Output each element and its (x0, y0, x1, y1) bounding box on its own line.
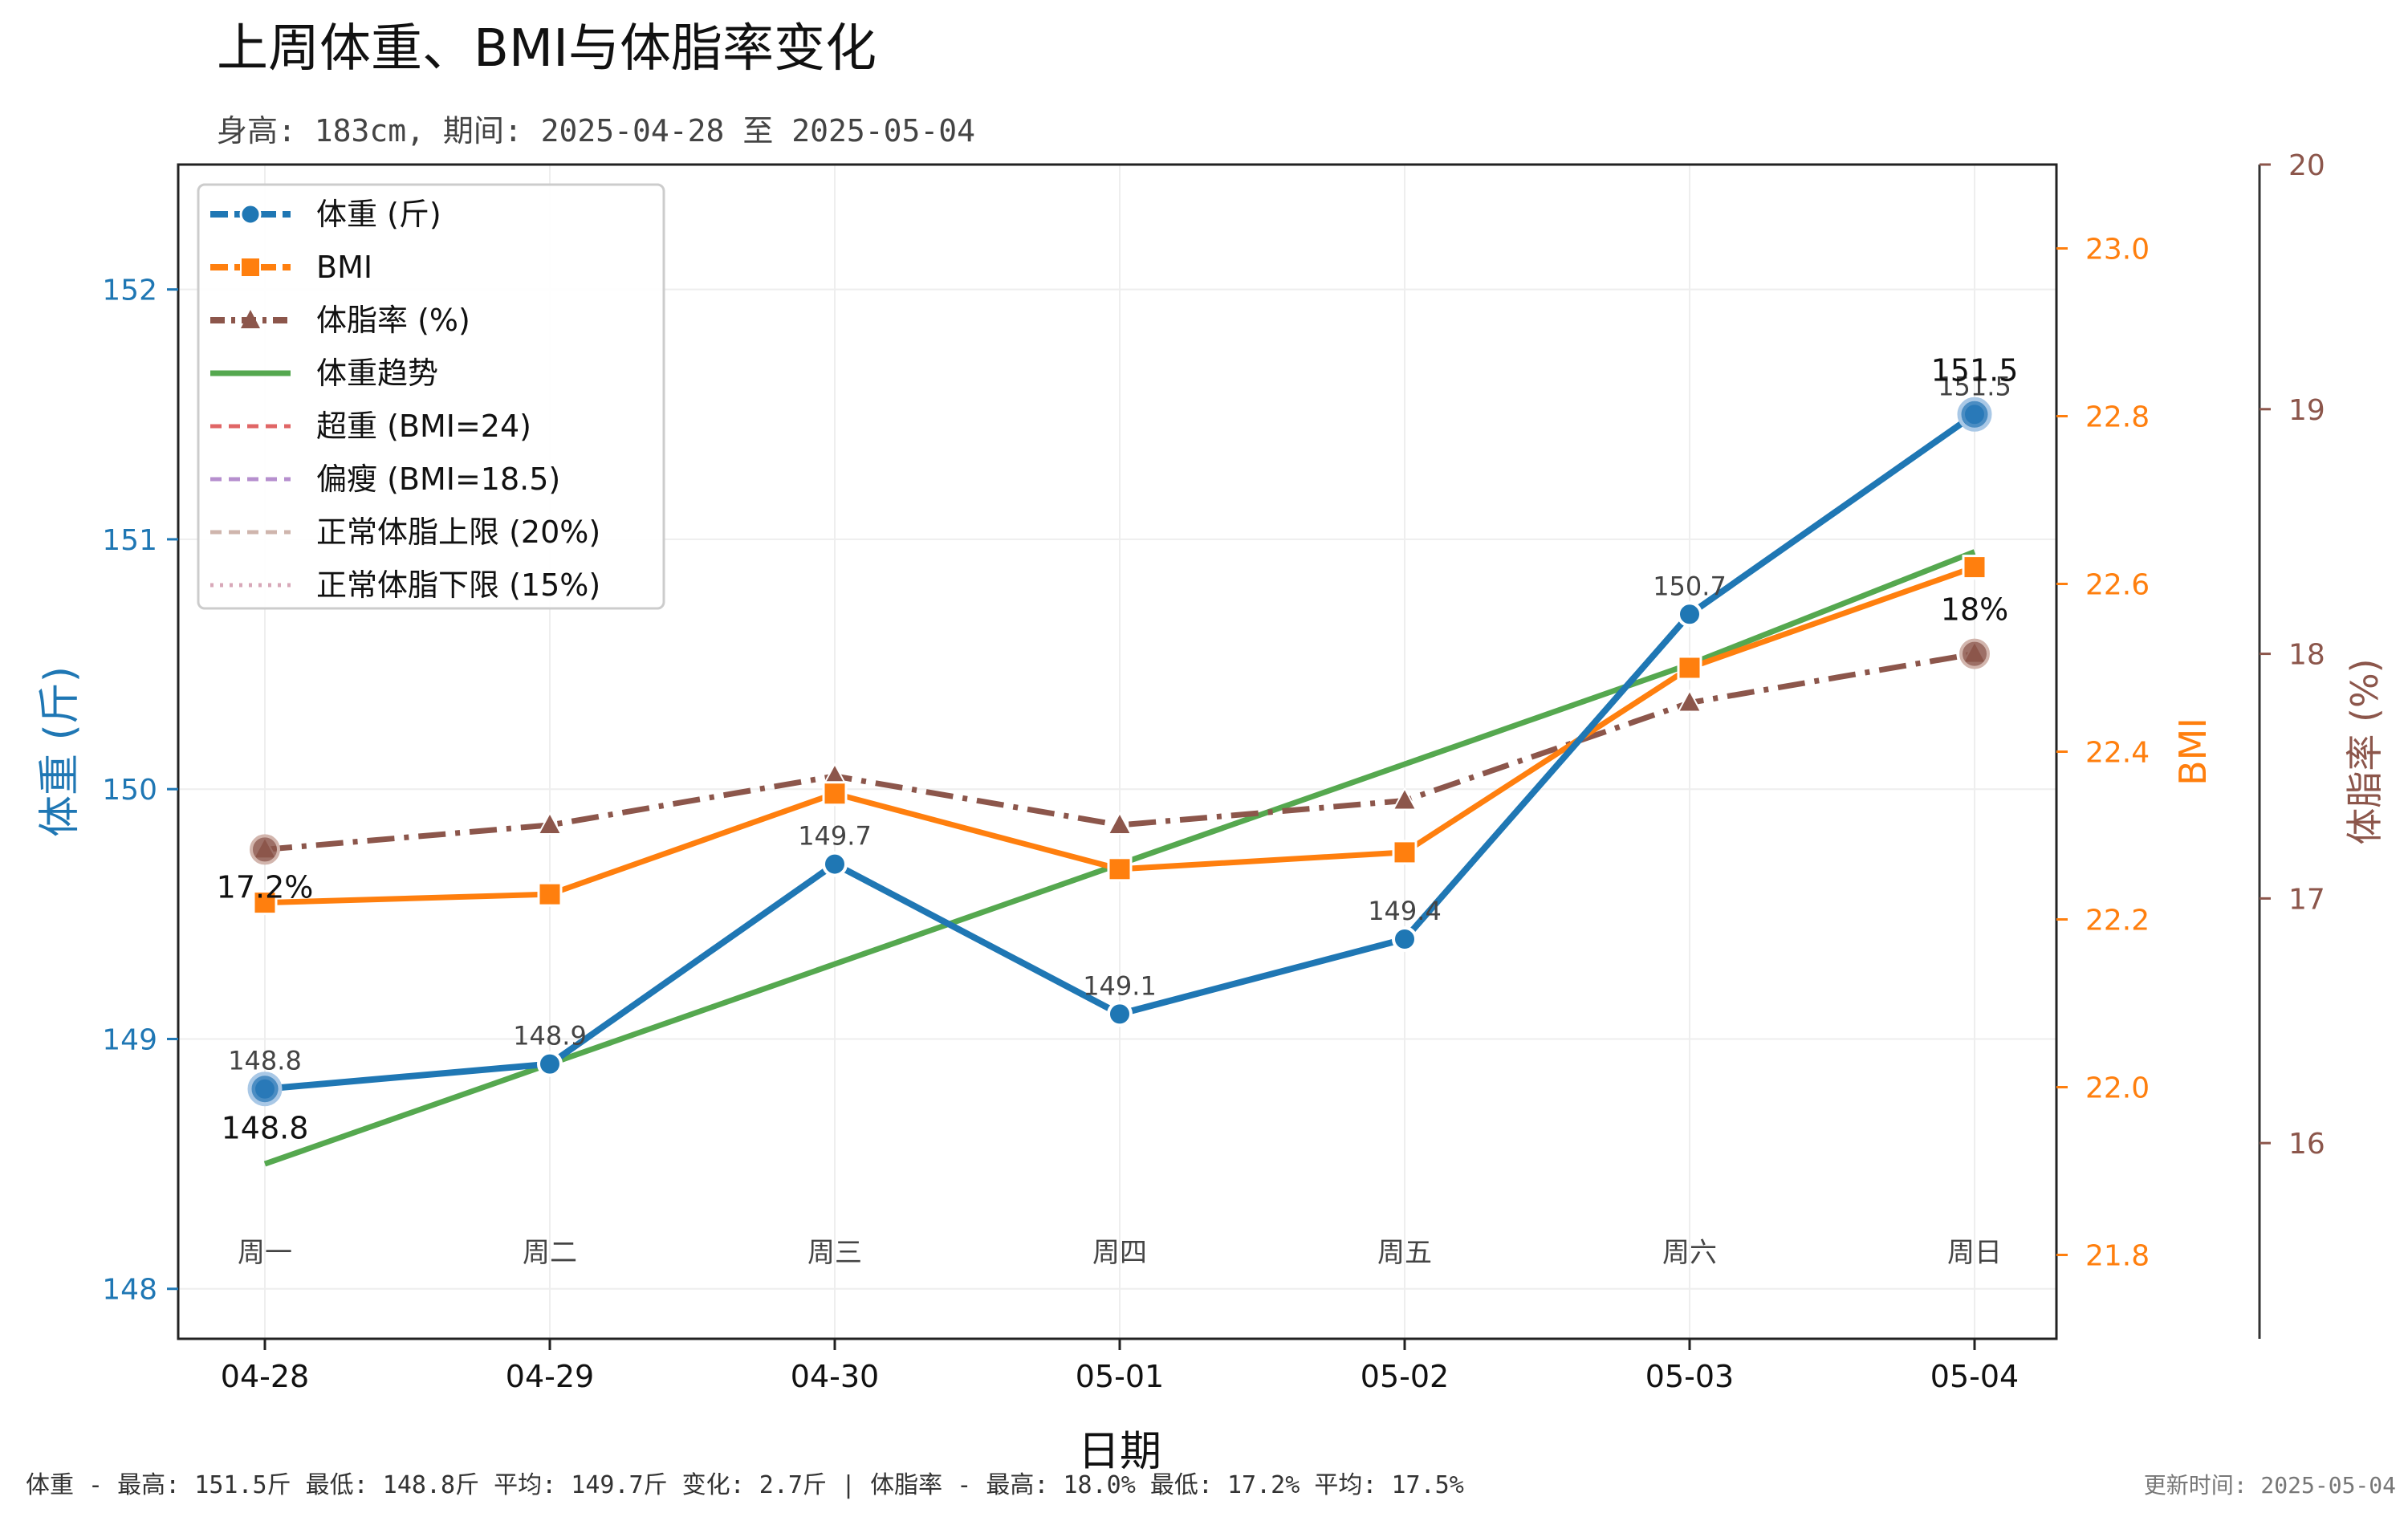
fat-tick-label: 18 (2288, 639, 2325, 672)
bmi-point (1392, 840, 1418, 865)
fat-tick-label: 16 (2288, 1128, 2325, 1161)
weight-extreme-highlight (1957, 397, 1992, 432)
weight-min-annotation: 148.8 (222, 1111, 309, 1146)
legend-entry: 体重 (斤) (316, 197, 441, 232)
bmi-point (537, 881, 563, 907)
weight-tick-label: 148 (102, 1274, 157, 1307)
fat-point (537, 811, 563, 835)
weight-extreme-highlight (247, 1072, 283, 1107)
bmi-point (1677, 655, 1702, 681)
legend-entry: 正常体脂上限 (20%) (316, 514, 600, 550)
bmi-point (252, 890, 278, 916)
bmi-tick-label: 22.8 (2085, 401, 2150, 434)
weight-point (1677, 601, 1702, 628)
weight-data-label: 149.4 (1368, 896, 1442, 926)
legend-entry: 正常体脂下限 (15%) (316, 567, 600, 603)
weight-tick-label: 152 (102, 275, 157, 307)
x-tick-label: 05-02 (1361, 1359, 1449, 1394)
weight-point (1392, 925, 1418, 952)
weight-point (537, 1051, 563, 1077)
weekday-label: 周四 (1092, 1237, 1147, 1269)
weight-tick-label: 150 (102, 774, 157, 807)
legend-marker (240, 257, 261, 278)
bmi-point (1962, 555, 1987, 580)
weight-data-label: 150.7 (1653, 571, 1727, 601)
weekday-label: 周六 (1662, 1237, 1717, 1269)
footer-stats: 体重 - 最高: 151.5斤 最低: 148.8斤 平均: 149.7斤 变化… (26, 1471, 1464, 1499)
weekday-label: 周三 (807, 1237, 862, 1269)
bmi-tick-label: 22.4 (2085, 737, 2150, 770)
legend-entry: 体脂率 (%) (316, 303, 470, 338)
bmi-tick-label: 22.6 (2085, 569, 2150, 602)
x-tick-label: 05-01 (1076, 1359, 1164, 1394)
fat-extreme-highlight (250, 834, 280, 865)
weight-data-label: 148.9 (513, 1021, 587, 1051)
fat-extreme-highlight (1959, 638, 1990, 669)
legend-marker (239, 203, 262, 226)
weekday-label: 周五 (1377, 1237, 1432, 1269)
weight-tick-label: 151 (102, 524, 157, 557)
weekday-label: 周二 (523, 1237, 577, 1269)
x-axis-label: 日期 (1078, 1428, 1161, 1476)
x-tick-label: 05-04 (1930, 1359, 2019, 1394)
legend-entry: 超重 (BMI=24) (316, 409, 531, 444)
x-tick-label: 04-30 (791, 1359, 879, 1394)
chart-title: 上周体重、BMI与体脂率变化 (217, 19, 877, 79)
bmi-point (1107, 856, 1133, 882)
fat-tick-label: 19 (2288, 394, 2325, 427)
weight-tick-label: 149 (102, 1023, 157, 1056)
bmi-tick-label: 21.8 (2085, 1240, 2150, 1273)
fat-point (1392, 787, 1418, 811)
weight-point (1107, 1001, 1133, 1027)
weekday-label: 周一 (238, 1237, 292, 1269)
x-tick-label: 04-29 (506, 1359, 594, 1394)
legend-entry: 偏瘦 (BMI=18.5) (316, 462, 560, 497)
legend-entry: BMI (316, 250, 372, 285)
plot-area: 148 149 150 151 152 体重 (斤) 21.8 22.0 22.2 22.4 22.… (36, 149, 2386, 1394)
weight-axis-label: 体重 (斤) (36, 666, 84, 837)
bmi-point (822, 781, 848, 807)
bmi-axis-label: BMI (2171, 718, 2215, 786)
fat-point (1677, 689, 1702, 713)
fat-point (1107, 811, 1133, 835)
fat-tick-label: 20 (2288, 149, 2325, 182)
weight-point (822, 851, 848, 877)
legend-box (197, 183, 665, 610)
x-tick-label: 05-03 (1645, 1359, 1734, 1394)
bmi-tick-label: 22.2 (2085, 905, 2150, 937)
weight-data-label: 149.1 (1083, 970, 1157, 1001)
legend-marker (241, 310, 260, 328)
fat-axis-label: 体脂率 (%) (2343, 658, 2386, 844)
weight-data-label: 151.5 (1938, 371, 2011, 401)
footer-updated: 更新时间: 2025-05-04 (2144, 1472, 2396, 1499)
chart-subtitle: 身高: 183cm, 期间: 2025-04-28 至 2025-05-04 (217, 113, 975, 148)
x-tick-label: 04-28 (221, 1359, 309, 1394)
fat-tick-label: 17 (2288, 883, 2325, 916)
weekday-label: 周日 (1947, 1237, 2002, 1269)
weight-max-annotation: 151.5 (1931, 352, 2019, 388)
fat-max-annotation: 18% (1941, 592, 2008, 628)
legend-entry: 体重趋势 (316, 356, 438, 391)
weight-data-label: 149.7 (798, 821, 872, 852)
bmi-tick-label: 22.0 (2085, 1072, 2150, 1105)
bmi-tick-label: 23.0 (2085, 234, 2150, 266)
fat-min-annotation: 17.2% (217, 869, 314, 905)
weight-data-label: 148.8 (228, 1046, 302, 1076)
